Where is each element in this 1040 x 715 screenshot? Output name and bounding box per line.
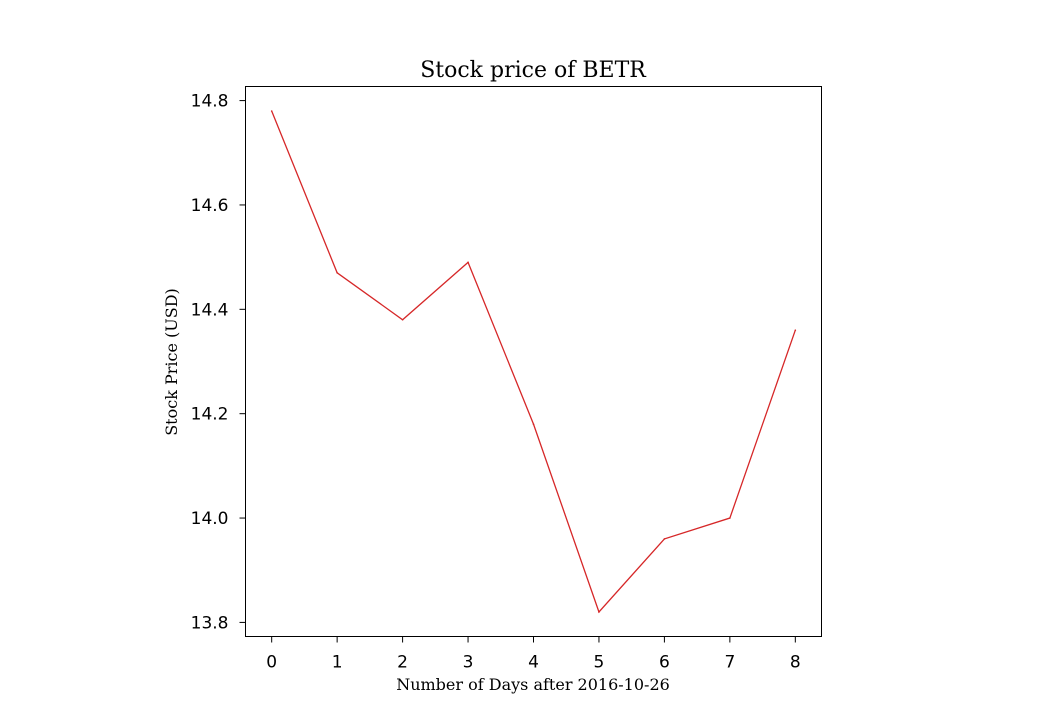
x-tick-label: 1: [332, 653, 343, 673]
data-point: [270, 110, 273, 112]
data-point: [532, 423, 535, 425]
x-tick-label: 4: [528, 653, 539, 673]
chart-title: Stock price of BETR: [420, 58, 647, 83]
y-tick-label: 14.6: [191, 196, 229, 216]
data-point: [336, 271, 338, 274]
x-tick-label: 0: [266, 653, 277, 673]
plot-frame: [245, 86, 822, 637]
data-point: [598, 611, 600, 613]
series-line: [271, 110, 796, 614]
x-tick-label: 8: [790, 653, 801, 673]
x-tick-label: 2: [397, 653, 408, 673]
x-tick-label: 5: [594, 653, 605, 673]
y-axis-label: Stock Price (USD): [162, 288, 181, 436]
x-tick-label: 7: [724, 653, 735, 673]
x-axis-label: Number of Days after 2016-10-26: [396, 675, 670, 694]
y-tick-label: 14.0: [191, 509, 229, 529]
y-tick-label: 14.2: [191, 405, 229, 425]
plot-area: [270, 110, 797, 614]
y-tick-label: 13.8: [191, 613, 229, 633]
x-tick-label: 6: [659, 653, 670, 673]
data-point: [663, 538, 666, 540]
data-point: [467, 261, 469, 264]
y-tick-label: 14.8: [191, 92, 229, 112]
x-tick-label: 3: [463, 653, 474, 673]
y-axis: 13.8 14.0 14.2 14.4 14.6 14.8: [191, 92, 246, 633]
data-point: [729, 517, 731, 519]
data-point: [794, 329, 797, 331]
x-axis: 0 1 2 3 4 5 6 7 8: [266, 636, 801, 673]
y-tick-label: 14.4: [191, 300, 229, 320]
data-point: [401, 318, 404, 321]
